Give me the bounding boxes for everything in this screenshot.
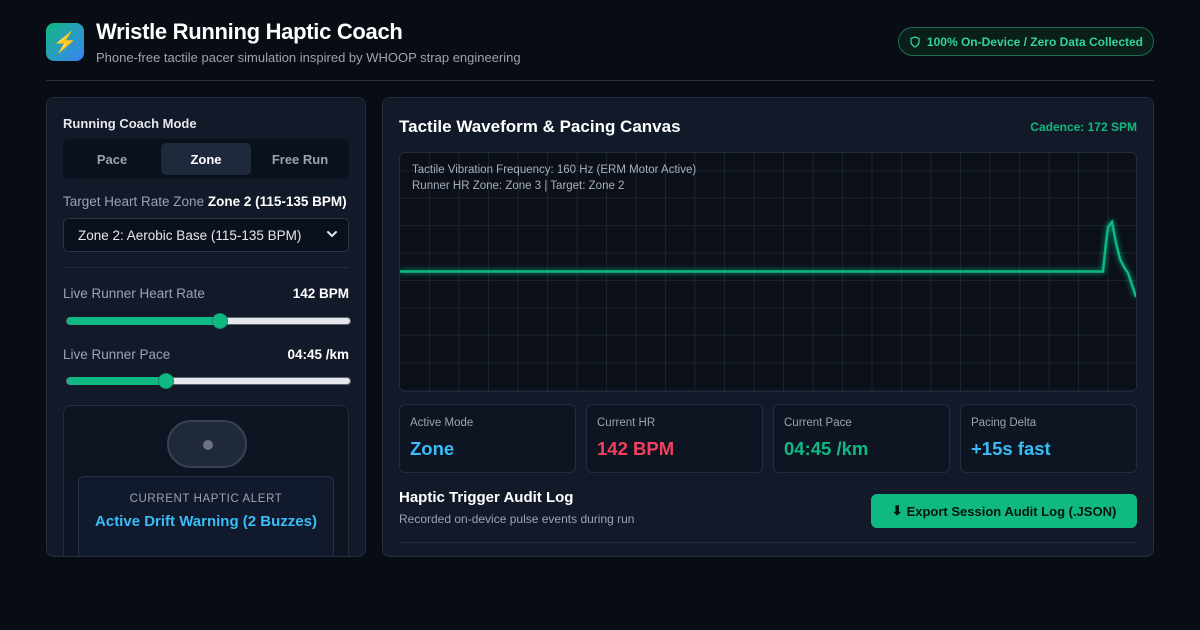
- pace-slider-thumb[interactable]: [158, 373, 175, 389]
- privacy-badge-label: 100% On-Device / Zero Data Collected: [926, 34, 1143, 49]
- hr-slider-thumb[interactable]: [211, 313, 228, 329]
- export-button-label: Export Session Audit Log (.JSON): [906, 503, 1117, 519]
- pace-slider[interactable]: [66, 373, 351, 389]
- lightning-icon: ⚡: [46, 23, 84, 61]
- chevron-down-icon: [327, 231, 337, 238]
- stat-card: Current HR 142 BPM: [586, 404, 763, 473]
- wrist-strap-icon: [167, 420, 247, 468]
- target-zone-value: Zone 2 (115-135 BPM): [207, 194, 347, 209]
- stat-label: Pacing Delta: [971, 417, 1037, 429]
- stat-card: Active Mode Zone: [399, 404, 576, 473]
- stat-card: Current Pace 04:45 /km: [773, 404, 950, 473]
- audit-log-divider: [399, 542, 1137, 543]
- pace-row: Live Runner Pace 04:45 /km: [63, 347, 349, 362]
- motor-dot: [203, 440, 213, 450]
- stat-label: Active Mode: [410, 417, 474, 429]
- zone-select-value: Zone 2: Aerobic Base (115-135 BPM): [78, 227, 302, 243]
- waveform-panel: Tactile Waveform & Pacing Canvas Cadence…: [382, 97, 1154, 557]
- frequency-overlay: Tactile Vibration Frequency: 160 Hz (ERM…: [412, 164, 697, 176]
- pace-label: Live Runner Pace: [63, 347, 171, 362]
- pace-slider-fill: [67, 377, 167, 385]
- canvas-grid: [400, 153, 1136, 391]
- target-zone-caption: Target Heart Rate Zone: [63, 194, 205, 209]
- waveform-svg: [400, 153, 1136, 391]
- audit-log-subtitle: Recorded on-device pulse events during r…: [399, 512, 635, 526]
- stat-value: 142 BPM: [597, 438, 675, 459]
- pace-value: 04:45 /km: [287, 347, 349, 362]
- mode-selector: Pace Zone Free Run: [63, 139, 349, 179]
- audit-log-title: Haptic Trigger Audit Log: [399, 489, 574, 506]
- canvas-title: Tactile Waveform & Pacing Canvas: [399, 117, 681, 136]
- divider: [63, 267, 349, 268]
- hr-label: Live Runner Heart Rate: [63, 286, 205, 301]
- shield-icon: [910, 35, 920, 48]
- cadence-readout: Cadence: 172 SPM: [1030, 120, 1137, 134]
- hr-slider-fill: [67, 317, 220, 325]
- stat-value: +15s fast: [971, 438, 1051, 459]
- hr-row: Live Runner Heart Rate 142 BPM: [63, 286, 349, 301]
- stat-card: Pacing Delta +15s fast: [960, 404, 1137, 473]
- mode-tab-zone[interactable]: Zone: [161, 143, 251, 175]
- zone-overlay: Runner HR Zone: Zone 3 | Target: Zone 2: [412, 180, 625, 192]
- haptic-alert-caption: CURRENT HAPTIC ALERT: [129, 493, 283, 505]
- app-header: ⚡ Wristle Running Haptic Coach Phone-fre…: [46, 18, 1154, 81]
- target-zone-label: Target Heart Rate Zone Zone 2 (115-135 B…: [63, 194, 347, 209]
- stat-label: Current Pace: [784, 417, 852, 429]
- download-icon: ⬇: [891, 503, 903, 518]
- privacy-badge: 100% On-Device / Zero Data Collected: [897, 27, 1154, 56]
- zone-select[interactable]: Zone 2: Aerobic Base (115-135 BPM): [63, 218, 349, 252]
- stat-value: 04:45 /km: [784, 438, 869, 459]
- waveform-canvas: Tactile Vibration Frequency: 160 Hz (ERM…: [399, 152, 1137, 392]
- mode-tab-free-run[interactable]: Free Run: [271, 151, 329, 167]
- stat-value: Zone: [410, 438, 455, 459]
- haptic-alert-box: CURRENT HAPTIC ALERT Active Drift Warnin…: [78, 476, 334, 556]
- hr-slider[interactable]: [66, 313, 351, 329]
- mode-tab-pace[interactable]: Pace: [96, 151, 128, 167]
- hr-value: 142 BPM: [292, 286, 349, 301]
- mode-label: Running Coach Mode: [63, 116, 197, 131]
- export-audit-log-button[interactable]: ⬇ Export Session Audit Log (.JSON): [871, 494, 1137, 528]
- waveform-line: [400, 219, 1136, 298]
- haptic-alert-text: Active Drift Warning (2 Buzzes): [95, 513, 317, 530]
- app-subtitle: Phone-free tactile pacer simulation insp…: [96, 50, 521, 65]
- coach-settings-panel: Running Coach Mode Pace Zone Free Run Ta…: [46, 97, 366, 557]
- app-title: Wristle Running Haptic Coach: [96, 19, 403, 44]
- stat-label: Current HR: [597, 417, 656, 429]
- haptic-preview: CURRENT HAPTIC ALERT Active Drift Warnin…: [63, 405, 349, 556]
